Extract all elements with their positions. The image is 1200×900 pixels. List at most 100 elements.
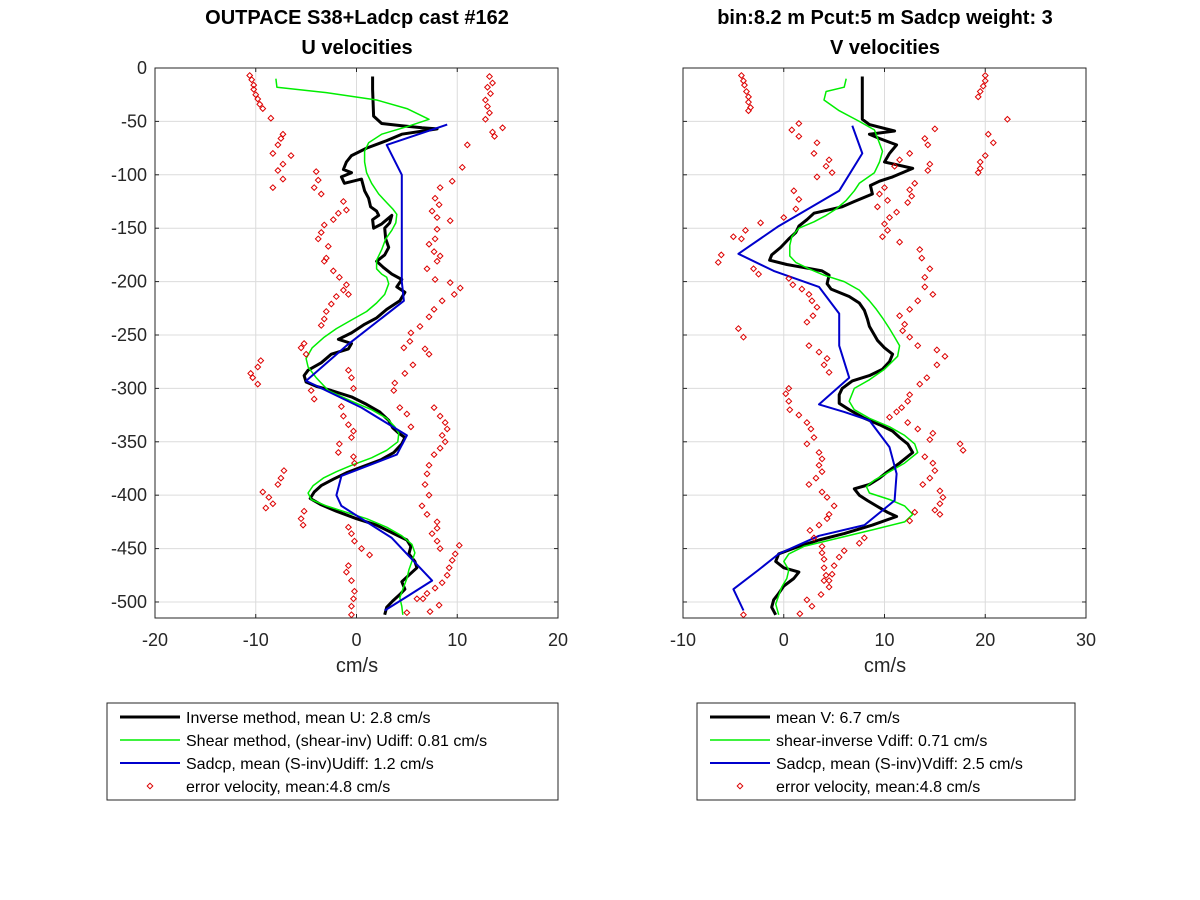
u-error-velocity-marker <box>342 568 350 576</box>
u-plot-area <box>246 71 507 618</box>
u-error-velocity-marker <box>423 265 431 273</box>
v-error-velocity-marker <box>820 555 828 563</box>
v-x-tick-label: 0 <box>779 630 789 650</box>
u-error-velocity-marker <box>431 235 439 243</box>
u-error-velocity-marker <box>431 275 439 283</box>
u-error-velocity-marker <box>433 524 441 532</box>
v-error-velocity-marker <box>734 325 742 333</box>
u-x-axis-label: cm/s <box>336 655 378 677</box>
v-error-velocity-marker <box>878 233 886 241</box>
u-y-tick-label: -350 <box>111 432 147 452</box>
v-error-velocity-marker <box>795 132 803 140</box>
u-error-velocity-marker <box>423 470 431 478</box>
v-error-velocity-marker <box>714 258 722 266</box>
u-error-velocity-marker <box>406 337 414 345</box>
u-error-velocity-marker <box>396 404 404 412</box>
u-error-velocity-marker <box>344 290 352 298</box>
v-error-velocity-marker <box>818 468 826 476</box>
u-x-tick-label: -10 <box>243 630 269 650</box>
v-grid <box>683 68 1086 618</box>
u-error-velocity-marker <box>438 431 446 439</box>
u-y-tick-label: -250 <box>111 325 147 345</box>
v-error-velocity-marker <box>744 107 752 115</box>
v-ticks: -10 0 10 20 30 <box>670 67 1096 650</box>
v-series-0-line <box>768 76 915 616</box>
v-error-velocity-marker <box>893 208 901 216</box>
v-error-velocity-marker <box>860 534 868 542</box>
u-error-velocity-marker <box>425 350 433 358</box>
v-error-velocity-marker <box>933 346 941 354</box>
v-error-velocity-marker <box>789 281 797 289</box>
v-error-velocity-marker <box>886 413 894 421</box>
u-error-velocity-marker <box>248 76 256 84</box>
v-error-velocity-marker <box>914 425 922 433</box>
v-error-velocity-marker <box>896 312 904 320</box>
u-error-velocity-marker <box>350 587 358 595</box>
u-error-velocity-marker <box>433 257 441 265</box>
u-error-velocity-marker <box>485 73 493 81</box>
v-error-velocity-marker <box>803 440 811 448</box>
v-error-velocity-marker <box>855 539 863 547</box>
v-error-velocity-marker <box>737 71 745 79</box>
v-error-velocity-marker <box>729 233 737 241</box>
v-error-velocity-marker <box>737 235 745 243</box>
u-error-velocity-marker <box>267 114 275 122</box>
v-plot-area <box>714 71 1011 618</box>
u-error-velocity-marker <box>436 444 444 452</box>
u-error-velocity-marker <box>347 602 355 610</box>
u-error-velocity-marker <box>425 240 433 248</box>
u-error-velocity-marker <box>320 315 328 323</box>
v-error-velocity-marker <box>974 169 982 177</box>
u-error-velocity-marker <box>307 387 315 395</box>
v-x-tick-label: 10 <box>874 630 894 650</box>
u-error-velocity-marker <box>366 551 374 559</box>
v-error-velocity-marker <box>739 333 747 341</box>
v-error-velocity-marker <box>911 179 919 187</box>
u-error-velocity-marker <box>448 556 456 564</box>
v-velocities-panel: bin:8.2 m Pcut:5 m Sadcp weight: 3 V vel… <box>670 7 1096 801</box>
u-error-velocity-marker <box>329 216 337 224</box>
u-error-velocity-marker <box>458 163 466 171</box>
v-error-velocity-marker <box>896 156 904 164</box>
u-error-velocity-marker <box>269 184 277 192</box>
u-error-velocity-marker <box>265 493 273 501</box>
v-error-velocity-marker <box>782 390 790 398</box>
v-error-velocity-marker <box>792 205 800 213</box>
v-error-velocity-marker <box>820 361 828 369</box>
u-y-tick-label: -200 <box>111 272 147 292</box>
v-error-velocity-marker <box>813 139 821 147</box>
u-error-velocity-marker <box>499 124 507 132</box>
u-error-velocity-marker <box>433 518 441 526</box>
v-error-velocity-marker <box>818 488 826 496</box>
v-error-velocity-marker <box>929 429 937 437</box>
u-error-velocity-marker <box>428 530 436 538</box>
u-error-velocity-marker <box>445 564 453 572</box>
u-legend-label-2: Sadcp, mean (S-inv)Udiff: 1.2 cm/s <box>186 756 434 773</box>
v-error-velocity-marker <box>906 333 914 341</box>
u-error-velocity-marker <box>455 541 463 549</box>
v-error-velocity-marker <box>875 190 883 198</box>
u-error-velocity-marker <box>322 307 330 316</box>
u-error-velocity-marker <box>435 601 443 609</box>
u-error-velocity-marker <box>425 313 433 321</box>
u-error-velocity-marker <box>431 584 439 592</box>
v-error-velocity-marker <box>825 368 833 376</box>
v-error-velocity-marker <box>981 152 989 160</box>
v-error-velocity-marker <box>906 305 914 313</box>
v-error-velocity-marker <box>989 139 997 147</box>
u-error-velocity-marker <box>491 132 499 140</box>
u-error-velocity-marker <box>314 235 322 243</box>
v-error-velocity-marker <box>798 285 806 293</box>
u-error-velocity-marker <box>250 85 258 93</box>
u-error-velocity-marker <box>347 434 355 442</box>
u-error-velocity-marker <box>279 160 287 168</box>
u-error-velocity-marker <box>441 419 449 427</box>
v-legend-swatch-3 <box>736 782 744 790</box>
u-error-velocity-marker <box>332 293 340 301</box>
u-error-velocity-marker <box>349 427 357 435</box>
v-error-velocity-marker <box>904 419 912 427</box>
v-error-velocity-marker <box>880 220 889 228</box>
v-error-velocity-marker <box>820 577 828 585</box>
u-error-velocity-marker <box>347 374 355 382</box>
v-error-velocity-marker <box>810 434 818 442</box>
